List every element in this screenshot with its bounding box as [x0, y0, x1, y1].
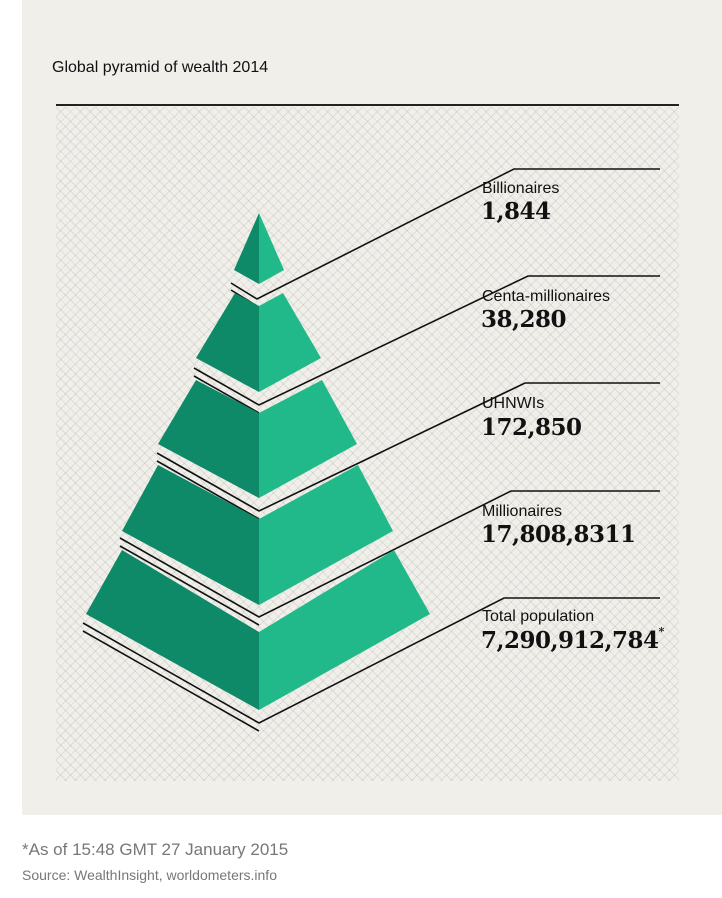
tier-2-value: 38,280 [481, 306, 567, 333]
tier-4-name: Millionaires [482, 503, 563, 520]
source-line: Source: WealthInsight, worldometers.info [22, 867, 277, 883]
tier-4-right-face [259, 465, 393, 605]
tier-3-right-face [259, 380, 357, 498]
tier-4-left-face [122, 465, 259, 605]
tier-2-name: Centa-millionaires [482, 288, 611, 305]
tier-1-connector [230, 168, 660, 300]
tier-5-underline [82, 630, 260, 732]
tier-2-underline [193, 375, 260, 414]
tier-2-connector [193, 275, 660, 406]
tier-3-name: UHNWIs [482, 395, 545, 412]
tier-5-right-face [259, 550, 430, 710]
chart-title: Global pyramid of wealth 2014 [52, 59, 269, 76]
title-divider [56, 104, 679, 106]
tier-3-underline [156, 460, 260, 520]
tier-4-underline [119, 545, 260, 626]
tier-5-value: 7,290,912,784* [481, 625, 665, 654]
tier-1-left-face [234, 213, 259, 284]
tier-4-connector [119, 490, 660, 618]
tier-1-name: Billionaires [482, 180, 560, 197]
tier-3-left-face [158, 380, 259, 498]
tier-3-value: 172,850 [481, 414, 582, 441]
tier-5-connector [82, 597, 660, 724]
tier-1-right-face [259, 213, 284, 284]
tier-1-value: 1,844 [481, 198, 551, 225]
asterisk-note: * [658, 625, 665, 638]
footnote: *As of 15:48 GMT 27 January 2015 [22, 840, 289, 859]
tier-2-left-face [196, 293, 259, 392]
tier-4-value: 17,808,8311 [481, 521, 636, 548]
tier-5-left-face [86, 550, 259, 710]
tier-5-name: Total population [482, 608, 595, 625]
tier-2-right-face [259, 293, 321, 392]
tier-3-connector [156, 382, 660, 512]
